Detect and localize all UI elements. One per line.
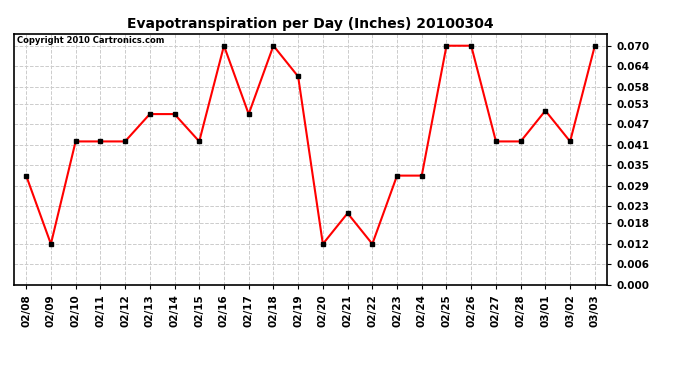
Text: Copyright 2010 Cartronics.com: Copyright 2010 Cartronics.com	[17, 36, 164, 45]
Title: Evapotranspiration per Day (Inches) 20100304: Evapotranspiration per Day (Inches) 2010…	[127, 17, 494, 31]
